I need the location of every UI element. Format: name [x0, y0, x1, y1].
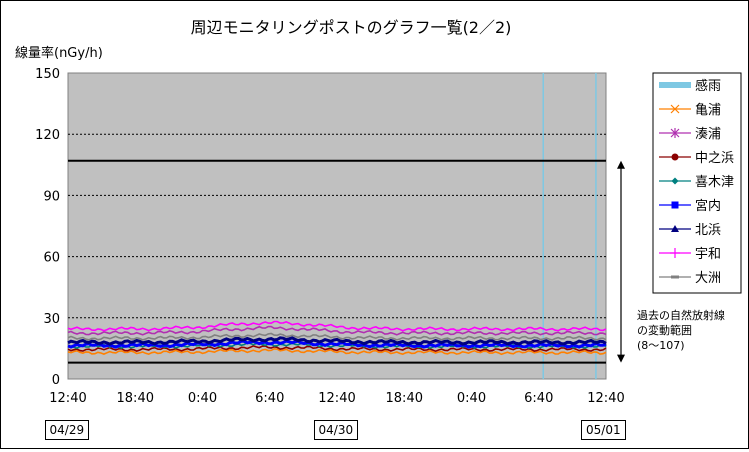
legend-entry: 喜木津 — [659, 175, 734, 190]
x-tick-label: 6:40 — [524, 391, 553, 406]
legend-label: 宮内 — [695, 198, 721, 214]
legend-entry: 中之浜 — [659, 151, 734, 166]
y-tick-label: 120 — [35, 128, 60, 143]
axes: 0 30 60 90 120 150 12:40 18:40 0:40 6:40 12:40 18:4… — [35, 67, 625, 406]
x-tick-label: 12:40 — [587, 391, 624, 406]
range-annotation-text: (8〜107) — [637, 339, 685, 352]
legend-box — [652, 72, 742, 294]
legend-marker — [671, 153, 679, 161]
legend-entry: 北浜 — [659, 223, 721, 238]
series-line — [67, 339, 607, 349]
x-tick-label: 12:40 — [49, 391, 86, 406]
x-tick-label: 6:40 — [255, 391, 284, 406]
range-annotation-text: 過去の自然放射線 — [637, 308, 725, 322]
series-line — [67, 320, 607, 332]
legend-label: 湊浦 — [695, 127, 721, 142]
date-label: 04/29 — [44, 420, 90, 440]
legend-label: 喜木津 — [695, 175, 734, 190]
legend-entry: 宮内 — [659, 198, 721, 214]
x-tick-label: 0:40 — [457, 391, 486, 406]
legend-label: 大洲 — [695, 271, 721, 286]
y-tick-label: 30 — [43, 312, 60, 327]
y-axis-label: 線量率(nGy/h) — [15, 45, 103, 61]
x-tick-label: 18:40 — [117, 391, 154, 406]
plot-area — [67, 72, 607, 380]
x-tick-label: 12:40 — [318, 391, 355, 406]
range-annotation-text: の変動範囲 — [637, 323, 692, 337]
y-tick-label: 150 — [35, 67, 60, 82]
legend-label: 亀浦 — [695, 103, 721, 118]
series-line — [67, 336, 607, 346]
legend-marker — [670, 248, 680, 258]
legend-entry: 大洲 — [659, 271, 721, 286]
legend-marker — [671, 201, 679, 209]
legend-entry: 亀浦 — [659, 103, 721, 118]
legend-entry: 感雨 — [659, 78, 721, 94]
range-arrow-head-bottom — [617, 354, 625, 363]
x-tick-label: 18:40 — [386, 391, 423, 406]
legend-marker — [671, 225, 679, 232]
range-arrow-head-top — [617, 160, 625, 169]
legend-label: 感雨 — [695, 78, 721, 94]
chart-title: 周辺モニタリングポストのグラフ一覧(2／2) — [191, 18, 512, 37]
series-line — [67, 332, 607, 341]
legend-marker — [671, 177, 679, 185]
legend-label: 北浜 — [695, 223, 721, 238]
y-tick-label: 0 — [52, 373, 60, 388]
legend-marker — [670, 104, 680, 114]
series-line — [67, 345, 607, 353]
y-tick-label: 90 — [43, 189, 60, 204]
y-tick-label: 60 — [43, 251, 60, 266]
legend-label: 宇和 — [695, 247, 721, 262]
legend-label: 中之浜 — [695, 151, 734, 166]
x-tick-label: 0:40 — [188, 391, 217, 406]
legend-entry: 湊浦 — [659, 127, 721, 142]
date-label: 05/01 — [581, 420, 626, 440]
date-label: 04/30 — [313, 420, 359, 440]
legend-entry: 宇和 — [659, 247, 721, 262]
series-line — [67, 325, 607, 336]
series-line — [67, 347, 607, 356]
